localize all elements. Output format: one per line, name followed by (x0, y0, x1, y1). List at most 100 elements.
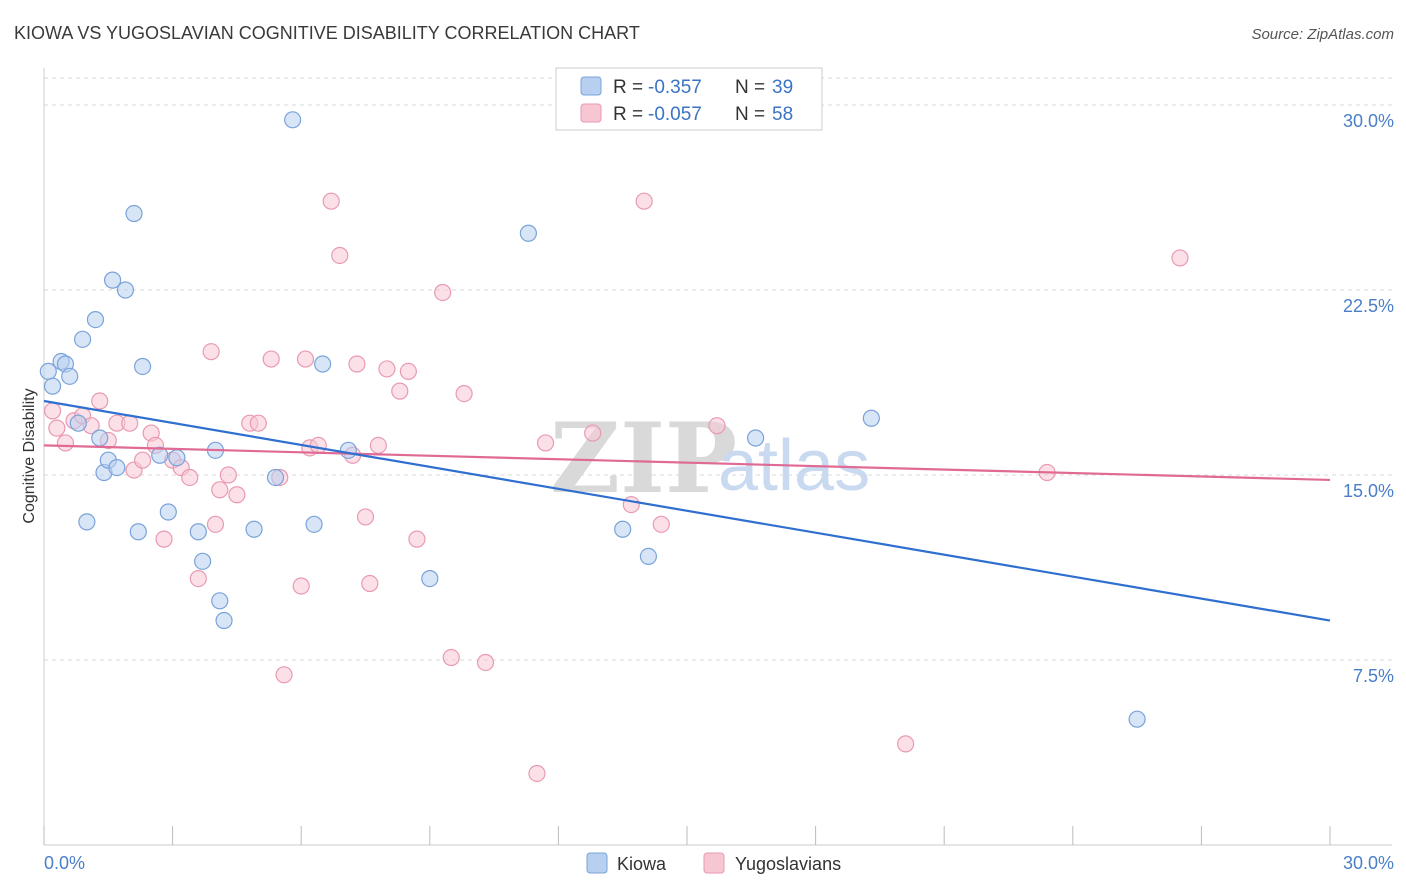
kiowa-point-9 (91, 429, 109, 447)
yugoslavians-point-40 (378, 360, 396, 378)
kiowa-point-12 (103, 271, 122, 289)
chart-title: KIOWA VS YUGOSLAVIAN COGNITIVE DISABILIT… (14, 23, 640, 43)
trend-lines (43, 399, 1331, 622)
kiowa-point-28 (284, 111, 302, 129)
legend-bottom-kiowa-swatch (586, 852, 608, 874)
yugoslavians-point-55 (897, 735, 915, 753)
yugoslavians-point-44 (434, 283, 452, 302)
legend-yugo-swatch (580, 103, 602, 123)
kiowa-point-26 (245, 520, 263, 538)
yugoslavians-point-48 (528, 764, 546, 783)
yugoslavians-point-19 (202, 343, 220, 361)
legend-yugo-r-label: R = (613, 104, 643, 125)
kiowa-point-5 (69, 414, 87, 432)
series-kiowa-points (39, 111, 1146, 728)
kiowa-point-6 (73, 330, 92, 348)
x-tick-label-min: 0.0% (44, 853, 85, 873)
yugoslavians-point-39 (369, 436, 387, 454)
watermark: ZIP atlas (550, 402, 870, 515)
kiowa-point-38 (1128, 710, 1146, 728)
yugoslavians-point-1 (48, 419, 66, 437)
yugoslavians-point-50 (584, 424, 602, 442)
yugoslavians-point-33 (322, 192, 340, 210)
kiowa-point-33 (519, 224, 537, 242)
yugoslavians-point-25 (249, 414, 267, 432)
yugoslavians-point-41 (391, 382, 409, 400)
kiowa-point-21 (189, 523, 207, 541)
legend-bottom-yugo-label: Yugoslavians (735, 854, 841, 874)
yugoslavians-point-11 (133, 451, 152, 469)
yugoslavians-point-51 (622, 496, 640, 514)
kiowa-point-1 (43, 377, 62, 395)
yugoslavians-point-23 (228, 486, 246, 504)
legend-kiowa-r-label: R = (613, 77, 643, 98)
kiowa-point-4 (61, 367, 79, 385)
legend-bottom: Kiowa Yugoslavians (586, 852, 841, 874)
kiowa-point-19 (159, 503, 177, 521)
legend-bottom-kiowa-label: Kiowa (617, 854, 667, 874)
trend-line-yugoslavians (43, 444, 1331, 482)
yugoslavians-point-20 (206, 515, 225, 533)
yugoslavians-point-6 (91, 392, 109, 410)
kiowa-point-22 (194, 552, 212, 570)
kiowa-point-8 (86, 311, 105, 329)
yugoslavians-point-37 (356, 508, 375, 526)
kiowa-point-32 (421, 569, 439, 588)
kiowa-point-27 (266, 468, 285, 487)
kiowa-point-17 (133, 357, 152, 376)
y-axis-label: Cognitive Disability (21, 388, 38, 523)
kiowa-point-29 (305, 515, 323, 533)
yugoslavians-point-30 (296, 350, 315, 368)
yugoslavians-point-17 (181, 468, 199, 487)
y-tick-label-3: 30.0% (1343, 111, 1394, 131)
yugoslavians-point-34 (331, 246, 349, 265)
yugoslavians-point-18 (189, 569, 207, 588)
yugoslavians-point-43 (408, 530, 426, 548)
x-tick-label-max: 30.0% (1343, 853, 1394, 873)
yugoslavians-point-42 (399, 362, 417, 380)
legend-bottom-yugo-swatch (703, 852, 725, 874)
yugoslavians-point-53 (652, 515, 670, 533)
yugoslavians-point-36 (348, 355, 366, 373)
kiowa-point-24 (211, 592, 229, 610)
yugoslavians-point-38 (361, 574, 379, 593)
kiowa-point-25 (215, 611, 233, 630)
trend-line-kiowa (43, 399, 1331, 622)
kiowa-point-14 (116, 281, 135, 299)
kiowa-point-36 (746, 429, 765, 447)
yugoslavians-point-57 (1171, 249, 1189, 267)
kiowa-point-31 (339, 441, 357, 459)
y-tick-label-2: 22.5% (1343, 296, 1394, 316)
kiowa-point-15 (125, 204, 143, 223)
kiowa-point-18 (151, 446, 169, 464)
y-tick-labels: 7.5% 15.0% 22.5% 30.0% (1343, 111, 1394, 686)
yugoslavians-point-0 (43, 402, 62, 420)
kiowa-point-7 (78, 513, 96, 531)
legend-yugo-n-label: N = (735, 104, 765, 125)
yugoslavians-point-28 (275, 666, 293, 684)
legend-top: R = -0.357 N = 39 R = -0.057 N = 58 (555, 67, 823, 131)
legend-kiowa-n-label: N = (735, 77, 765, 98)
kiowa-point-34 (614, 520, 632, 538)
x-axis-ticks (43, 826, 1331, 845)
yugoslavians-point-14 (155, 530, 173, 548)
kiowa-point-13 (108, 459, 126, 477)
legend-kiowa-n-value: 39 (772, 77, 793, 98)
kiowa-point-20 (168, 449, 186, 467)
legend-yugo-r-value: -0.057 (648, 104, 702, 125)
yugoslavians-point-32 (309, 436, 327, 454)
yugoslavians-point-2 (56, 434, 75, 452)
chart-source: Source: ZipAtlas.com (1251, 26, 1394, 43)
yugoslavians-point-52 (635, 192, 653, 210)
y-tick-label-1: 15.0% (1343, 481, 1394, 501)
yugoslavians-point-29 (292, 577, 310, 595)
yugoslavians-point-46 (455, 385, 473, 403)
grid-lines (44, 77, 1392, 661)
kiowa-point-37 (862, 409, 880, 427)
kiowa-point-16 (129, 523, 147, 541)
legend-kiowa-swatch (580, 76, 602, 96)
legend-kiowa-r-value: -0.357 (648, 77, 702, 98)
kiowa-point-30 (314, 355, 332, 373)
y-tick-label-0: 7.5% (1353, 666, 1394, 686)
